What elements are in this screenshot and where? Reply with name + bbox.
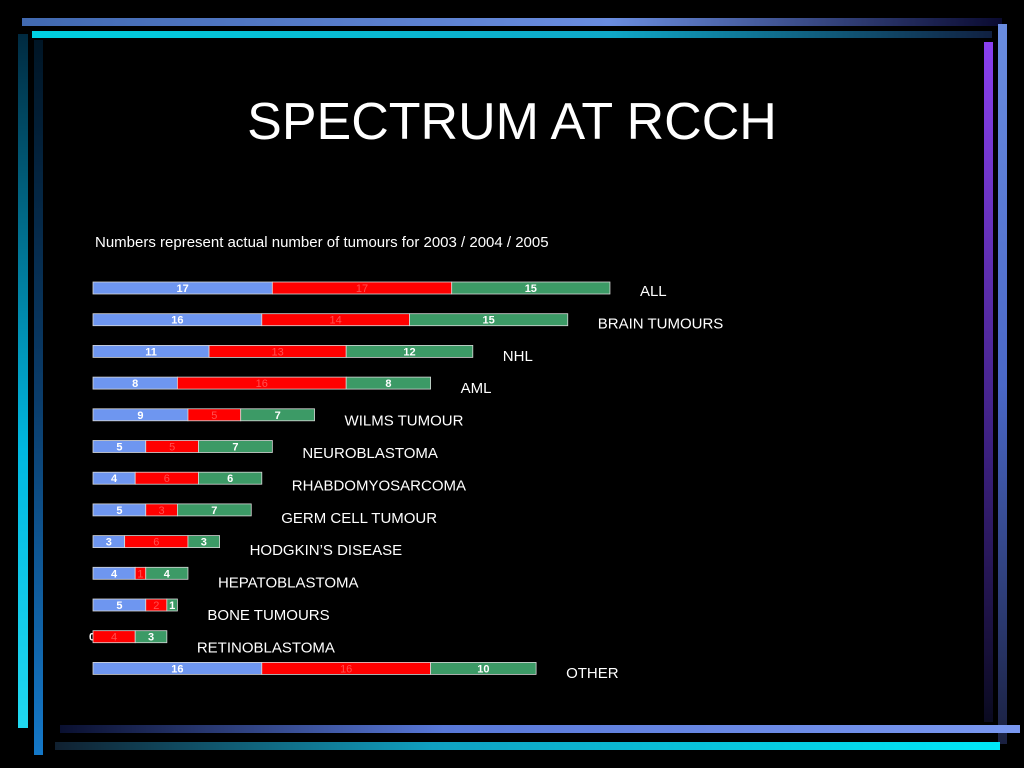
- bar-segment-2005-row-4: [240, 408, 315, 422]
- bar-value-label-2004-row-8: 6: [153, 537, 159, 549]
- category-label-row-10: BONE TUMOURS: [207, 607, 329, 624]
- bar-value-label-2005-row-12: 10: [477, 663, 489, 675]
- bar-value-label-2005-row-10: 1: [169, 600, 175, 612]
- bar-value-label-2003-row-1: 16: [171, 315, 183, 327]
- bar-value-label-2003-row-7: 5: [116, 505, 122, 517]
- category-label-row-1: BRAIN TUMOURS: [598, 315, 724, 332]
- bar-value-label-2004-row-6: 6: [164, 473, 170, 485]
- bar-value-label-2005-row-11: 3: [148, 632, 154, 644]
- bar-segment-2005-row-11: [134, 630, 168, 644]
- bar-segment-2005-row-1: [409, 313, 569, 327]
- bar-value-label-2004-row-12: 16: [340, 663, 352, 675]
- bar-value-label-2004-row-7: 3: [159, 505, 165, 517]
- bar-segment-2005-row-8: [187, 535, 220, 548]
- bar-value-label-2005-row-8: 3: [201, 537, 207, 549]
- bar-value-label-2004-row-11: 4: [111, 632, 117, 644]
- bar-value-label-2004-row-10: 2: [153, 600, 159, 612]
- bar-value-label-2003-row-3: 8: [132, 378, 138, 390]
- bar-segment-2005-row-5: [198, 440, 273, 453]
- decorative-right-bar-blue: [998, 24, 1007, 744]
- decorative-left-bar-cyan: [18, 34, 28, 728]
- bar-value-label-2004-row-9: 1: [137, 568, 143, 580]
- slide-title: SPECTRUM AT RCCH: [247, 93, 777, 151]
- category-label-row-0: ALL: [640, 283, 667, 300]
- bar-value-label-2003-row-9: 4: [111, 568, 118, 580]
- bar-segment-2005-row-2: [345, 344, 474, 358]
- decorative-bottom-bar-blue: [60, 725, 1020, 733]
- bar-segment-2005-row-12: [430, 662, 537, 675]
- bar-value-label-2003-row-10: 5: [116, 600, 122, 612]
- bar-value-label-2005-row-6: 6: [227, 473, 233, 485]
- bar-value-label-2003-row-6: 4: [111, 473, 118, 485]
- bar-segment-2005-row-10: [166, 598, 178, 612]
- bar-value-label-2005-row-5: 7: [232, 442, 238, 454]
- bar-value-label-2005-row-0: 15: [525, 283, 537, 295]
- bar-value-label-2003-row-12: 16: [171, 663, 183, 675]
- bar-value-label-2003-row-11: 0: [89, 632, 95, 644]
- bar-value-label-2005-row-7: 7: [211, 505, 217, 517]
- bar-segment-2005-row-6: [198, 471, 263, 485]
- bar-segment-2005-row-7: [176, 503, 252, 517]
- category-label-row-8: HODGKIN’S DISEASE: [250, 542, 403, 559]
- bar-value-label-2003-row-0: 17: [177, 283, 189, 295]
- chart-subtitle: Numbers represent actual number of tumou…: [95, 234, 549, 251]
- category-label-row-2: NHL: [503, 348, 533, 365]
- decorative-right-bar-purple: [984, 42, 993, 722]
- bar-value-label-2003-row-5: 5: [116, 442, 122, 454]
- category-label-row-9: HEPATOBLASTOMA: [218, 575, 359, 592]
- bar-value-label-2004-row-3: 16: [256, 378, 268, 390]
- bar-value-label-2005-row-3: 8: [385, 378, 391, 390]
- decorative-top-bar-blue: [22, 18, 1002, 26]
- bar-value-label-2004-row-2: 13: [272, 346, 284, 358]
- bar-value-label-2005-row-1: 15: [483, 315, 495, 327]
- bar-segment-2005-row-9: [145, 566, 189, 580]
- decorative-left-bar-blue: [34, 40, 43, 755]
- bar-value-label-2004-row-1: 14: [330, 315, 342, 327]
- bar-value-label-2003-row-4: 9: [137, 410, 143, 422]
- category-label-row-4: WILMS TUMOUR: [345, 413, 464, 430]
- decorative-top-bar-cyan: [32, 31, 992, 38]
- bar-value-label-2003-row-2: 11: [145, 346, 157, 358]
- category-label-row-7: GERM CELL TUMOUR: [281, 510, 437, 527]
- category-label-row-5: NEUROBLASTOMA: [302, 445, 438, 462]
- category-label-row-3: AML: [461, 380, 492, 397]
- bar-value-label-2004-row-0: 17: [356, 283, 368, 295]
- bar-value-label-2005-row-2: 12: [403, 346, 415, 358]
- bar-value-label-2005-row-9: 4: [164, 568, 171, 580]
- category-label-row-12: OTHER: [566, 665, 619, 682]
- bar-segment-2005-row-3: [345, 376, 432, 390]
- bar-value-label-2003-row-8: 3: [106, 537, 112, 549]
- bar-value-label-2004-row-4: 5: [211, 410, 217, 422]
- bar-segment-2005-row-0: [451, 281, 611, 295]
- category-label-row-11: RETINOBLASTOMA: [197, 639, 335, 656]
- bar-value-label-2004-row-5: 5: [169, 442, 175, 454]
- decorative-bottom-bar-cyan: [55, 742, 1000, 750]
- bar-value-label-2005-row-4: 7: [275, 410, 281, 422]
- category-label-row-6: RHABDOMYOSARCOMA: [292, 477, 466, 494]
